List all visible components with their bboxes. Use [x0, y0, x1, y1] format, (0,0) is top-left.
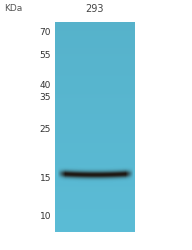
Text: 35: 35	[40, 94, 51, 102]
Text: 15: 15	[40, 174, 51, 183]
Text: 293: 293	[86, 4, 104, 14]
Text: 10: 10	[40, 212, 51, 221]
Text: 55: 55	[40, 50, 51, 59]
Text: KDa: KDa	[4, 4, 22, 13]
Text: 25: 25	[40, 125, 51, 134]
Text: 40: 40	[40, 81, 51, 90]
Text: 70: 70	[40, 28, 51, 37]
